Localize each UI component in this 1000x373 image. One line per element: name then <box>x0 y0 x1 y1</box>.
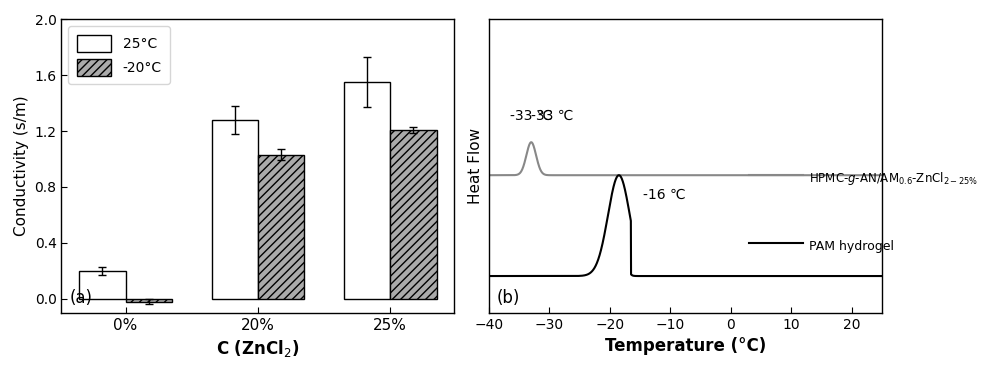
Y-axis label: Heat Flow: Heat Flow <box>468 128 483 204</box>
Bar <box>344 82 390 299</box>
Bar <box>258 155 304 299</box>
Y-axis label: Conductivity (s/m): Conductivity (s/m) <box>14 96 29 236</box>
Bar <box>390 130 437 299</box>
Text: -33 ℃: -33 ℃ <box>531 109 574 123</box>
Text: -33 ℃: -33 ℃ <box>510 109 552 123</box>
Text: -16 ℃: -16 ℃ <box>643 188 686 202</box>
X-axis label: Temperature (°C): Temperature (°C) <box>605 337 766 355</box>
Text: HPMC-$g$-AN/AM$_{0.6}$-ZnCl$_{2-25\%}$: HPMC-$g$-AN/AM$_{0.6}$-ZnCl$_{2-25\%}$ <box>809 170 979 187</box>
Text: (a): (a) <box>69 289 92 307</box>
Text: PAM hydrogel: PAM hydrogel <box>809 240 894 253</box>
Legend: 25°C, -20°C: 25°C, -20°C <box>68 26 170 84</box>
X-axis label: C (ZnCl$_2$): C (ZnCl$_2$) <box>216 338 300 359</box>
Bar <box>79 271 126 299</box>
Text: (b): (b) <box>497 289 520 307</box>
Bar <box>212 120 258 299</box>
Bar <box>126 299 172 301</box>
